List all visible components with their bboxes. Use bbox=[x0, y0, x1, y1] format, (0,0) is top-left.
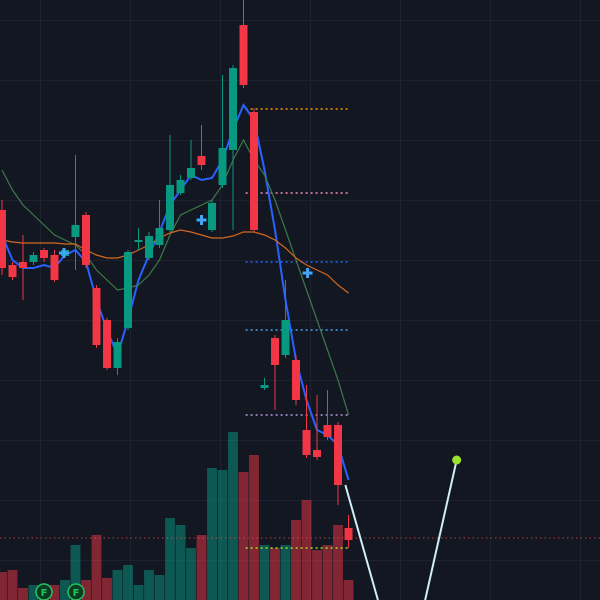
plus-marker bbox=[196, 215, 207, 225]
candle-body bbox=[29, 255, 38, 262]
projection-end bbox=[452, 455, 462, 465]
event-badge bbox=[67, 583, 85, 600]
projection-line bbox=[344, 484, 379, 600]
volume-bar bbox=[28, 585, 39, 600]
candle-body bbox=[155, 228, 164, 245]
volume-bar bbox=[301, 500, 312, 600]
volume-bar bbox=[112, 570, 123, 600]
volume-bar bbox=[102, 578, 112, 600]
volume-bar bbox=[312, 550, 322, 600]
volume-bar bbox=[133, 585, 144, 600]
candle-body bbox=[239, 25, 248, 85]
projection-line bbox=[424, 459, 458, 600]
candle-body bbox=[71, 225, 80, 237]
volume-bar bbox=[238, 472, 249, 600]
candle-body bbox=[271, 338, 279, 365]
moving-average bbox=[1, 138, 350, 416]
plus-marker bbox=[58, 248, 69, 258]
candle-body bbox=[302, 430, 311, 455]
candle-body bbox=[229, 68, 237, 150]
volume-bar bbox=[18, 588, 28, 600]
candle-body bbox=[92, 288, 101, 345]
volume-bar bbox=[49, 585, 60, 600]
event-label: F bbox=[41, 588, 48, 599]
candle-body bbox=[113, 342, 122, 368]
volume-bar bbox=[270, 548, 280, 600]
volume-bar bbox=[343, 580, 354, 600]
candle-body bbox=[292, 360, 300, 400]
candle-body bbox=[313, 450, 322, 457]
candle-body bbox=[218, 148, 227, 185]
candle-body bbox=[260, 385, 269, 388]
volume-bar bbox=[291, 520, 301, 600]
volume-bar bbox=[154, 575, 165, 600]
plus-marker bbox=[302, 268, 313, 278]
volume-bar bbox=[144, 570, 154, 600]
event-badge bbox=[35, 583, 53, 600]
candle-body bbox=[344, 528, 353, 540]
volume-bar bbox=[0, 572, 7, 600]
volume-bar bbox=[259, 545, 270, 600]
candle-body bbox=[19, 262, 27, 268]
volume-bar bbox=[280, 545, 291, 600]
volume-bar bbox=[123, 565, 133, 600]
candle-body bbox=[176, 180, 185, 193]
volume-bar bbox=[333, 525, 343, 600]
volume-bar bbox=[165, 518, 175, 600]
volume-bar bbox=[207, 468, 217, 600]
candle-body bbox=[8, 265, 17, 277]
volume-bar bbox=[249, 455, 259, 600]
candle-body bbox=[82, 215, 90, 265]
volume-bar bbox=[322, 545, 333, 600]
candle-body bbox=[166, 185, 174, 230]
candle-body bbox=[250, 112, 258, 230]
candle-body bbox=[187, 168, 195, 178]
volume-bar bbox=[70, 545, 81, 600]
candle-body bbox=[334, 425, 343, 485]
candle-body bbox=[197, 156, 206, 165]
volume-bar bbox=[196, 535, 207, 600]
volume-bar bbox=[7, 570, 18, 600]
volume-bar bbox=[217, 470, 228, 600]
volume-bar bbox=[228, 432, 238, 600]
volume-bar bbox=[175, 525, 186, 600]
candle-body bbox=[103, 320, 111, 368]
candle-body bbox=[40, 250, 48, 258]
moving-average bbox=[1, 229, 349, 294]
candle-body bbox=[0, 210, 6, 268]
event-label: F bbox=[73, 588, 80, 599]
candle-body bbox=[145, 236, 153, 258]
volume-bar bbox=[81, 580, 91, 600]
volume-bar bbox=[91, 535, 102, 600]
moving-average bbox=[1, 102, 350, 481]
volume-bar bbox=[186, 548, 196, 600]
candle-body bbox=[208, 203, 216, 230]
candle-body bbox=[134, 240, 143, 242]
volume-bar bbox=[60, 580, 70, 600]
candle-body bbox=[281, 320, 290, 355]
candle-body bbox=[124, 252, 132, 328]
candle-body bbox=[50, 255, 59, 280]
candle-body bbox=[323, 425, 332, 437]
